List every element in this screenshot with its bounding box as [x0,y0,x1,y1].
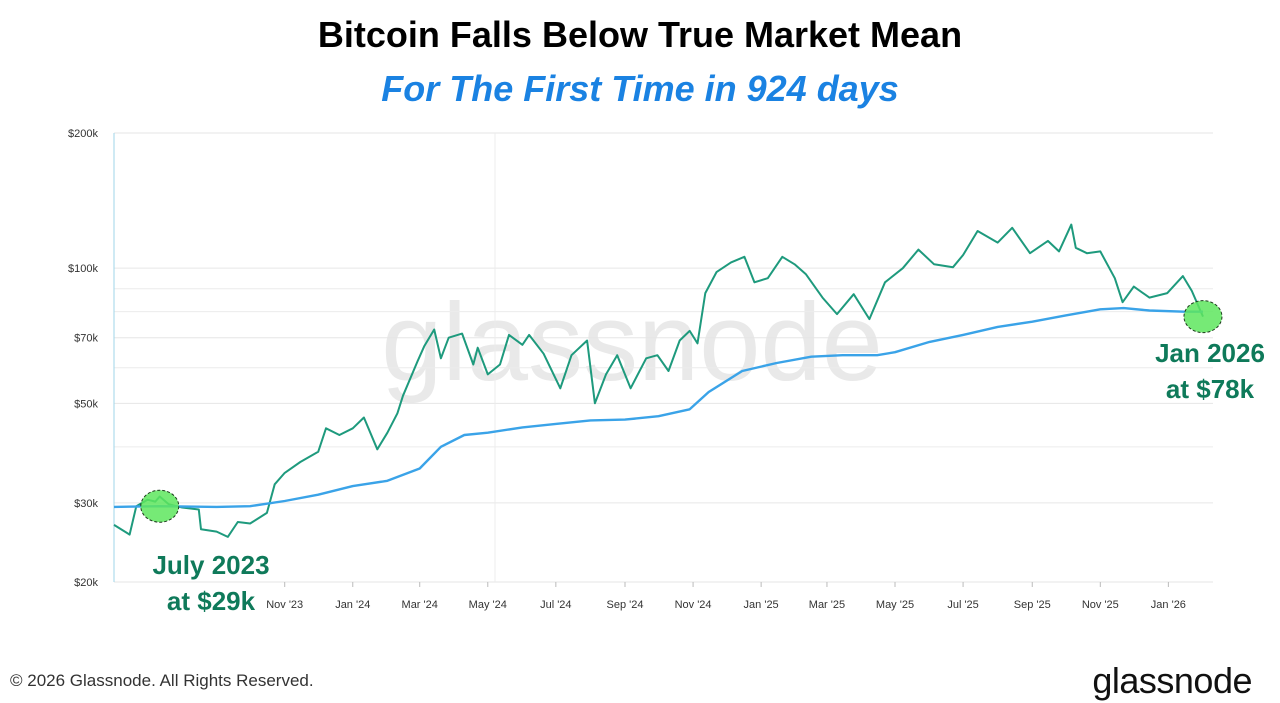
annotation-line2: at $29k [167,586,256,616]
x-tick-label: Jan '26 [1151,599,1186,611]
x-tick-label: Mar '24 [402,599,438,611]
series-lines [113,223,1204,538]
price-line [113,223,1204,538]
annotation-line2: at $78k [1166,374,1255,404]
highlight-circle [1183,300,1223,334]
x-tick-label: May '25 [876,599,914,611]
x-tick-label: Nov '23 [266,599,303,611]
chart-subtitle: For The First Time in 924 days [381,68,899,109]
y-tick-label: $70k [74,333,98,345]
x-tick-label: Nov '25 [1082,599,1119,611]
x-tick-label: Jan '24 [335,599,370,611]
highlight-marks [140,300,1223,523]
annotations: July 2023 at $29k Jan 2026 at $78k [152,338,1264,616]
copyright-text: © 2026 Glassnode. All Rights Reserved. [10,671,314,690]
y-axis: $200k $100k $70k $50k $30k $20k [68,128,115,589]
y-tick-label: $30k [74,498,98,510]
x-tick-label: Sep '25 [1014,599,1051,611]
y-tick-label: $100k [68,263,98,275]
true-market-mean-line [113,306,1203,509]
y-tick-label: $20k [74,577,98,589]
chart-title: Bitcoin Falls Below True Market Mean [317,14,963,55]
x-axis: Nov '23 Jan '24 Mar '24 May '24 Jul '24 Sep '… [266,582,1186,611]
x-tick-label: Jan '25 [744,599,779,611]
x-tick-label: Sep '24 [607,599,644,611]
x-tick-label: Nov '24 [675,599,712,611]
highlight-circle [140,489,180,523]
grid-lines [114,132,1213,583]
annotation-line1: July 2023 [152,550,269,580]
y-tick-label: $50k [74,398,98,410]
x-tick-label: May '24 [469,599,507,611]
y-tick-label: $200k [68,128,98,140]
glassnode-logo: glassnode [1092,660,1252,701]
annotation-line1: Jan 2026 [1155,338,1265,368]
x-tick-label: Jul '25 [947,599,978,611]
x-tick-label: Jul '24 [540,599,571,611]
x-tick-label: Mar '25 [809,599,845,611]
